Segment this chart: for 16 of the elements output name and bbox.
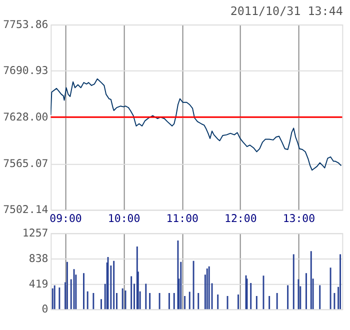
chart-title: 2011/10/31 13:44 xyxy=(230,4,343,18)
y-tick-label: 1257 xyxy=(22,226,48,240)
y-tick-label: 0 xyxy=(42,302,48,316)
y-tick-label: 7565.07 xyxy=(3,156,48,170)
x-tick-label: 10:00 xyxy=(108,212,140,225)
y-tick-label: 7753.86 xyxy=(3,18,48,31)
line-series xyxy=(50,78,342,171)
x-tick-label: 09:00 xyxy=(50,212,82,225)
y-tick-label: 419 xyxy=(28,277,48,290)
y-tick-label: 7690.93 xyxy=(3,64,48,78)
y-tick-label: 7502.14 xyxy=(3,203,48,216)
x-tick-label: 11:00 xyxy=(166,212,198,225)
x-tick-label: 12:00 xyxy=(224,212,257,225)
y-tick-label: 7628.00 xyxy=(3,110,48,124)
x-tick-label: 13:00 xyxy=(282,212,316,225)
y-tick-label: 838 xyxy=(28,252,48,265)
